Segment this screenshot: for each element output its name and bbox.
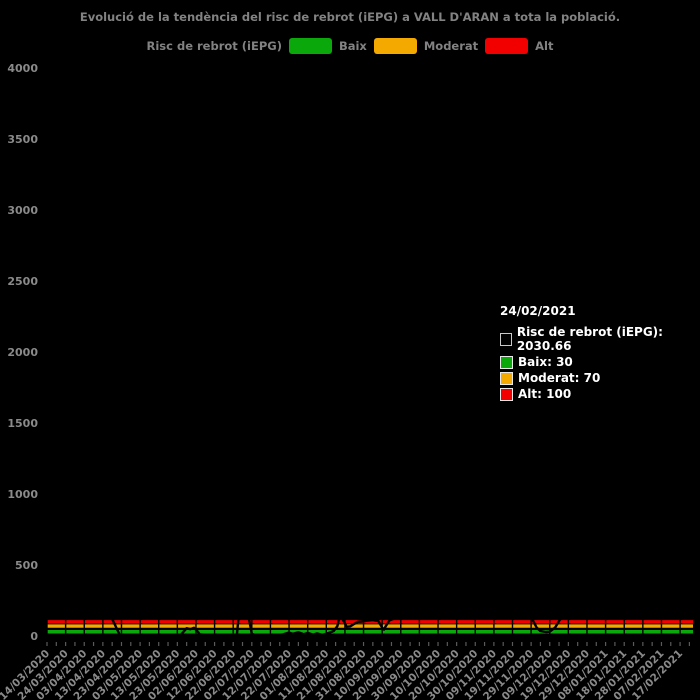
- tooltip-value-3: Alt: 100: [518, 387, 572, 401]
- risc-rebrot-series-line: [45, 346, 695, 637]
- y-tick-label-0: 0: [30, 630, 38, 643]
- legend-series-label: Risc de rebrot (iEPG): [146, 39, 282, 53]
- tooltip-row-3: Alt: 100: [500, 387, 700, 401]
- tooltip-row-0: Risc de rebrot (iEPG): 2030.66: [500, 325, 700, 353]
- legend-swatch-baix: [288, 38, 332, 54]
- y-tick-label-1000: 1000: [7, 488, 38, 501]
- legend-label-baix: Baix: [338, 39, 367, 53]
- tooltip-row-2: Moderat: 70: [500, 371, 700, 385]
- chart-title: Evolució de la tendència del risc de reb…: [79, 10, 621, 24]
- y-tick-label-3500: 3500: [7, 133, 38, 146]
- legend-label-moderat: Moderat: [423, 39, 479, 53]
- tooltip-swatch-3: [500, 387, 513, 401]
- legend-swatch-alt: [485, 38, 529, 54]
- tooltip-value-2: Moderat: 70: [518, 371, 601, 385]
- tooltip-swatch-1: [500, 355, 513, 369]
- tooltip-swatch-0: [500, 332, 512, 346]
- y-tick-label-500: 500: [15, 559, 38, 572]
- tooltip-value-0: Risc de rebrot (iEPG): 2030.66: [516, 325, 663, 353]
- y-tick-label-1500: 1500: [7, 417, 38, 430]
- y-tick-label-2500: 2500: [7, 275, 38, 288]
- tooltip-row-1: Baix: 30: [500, 355, 700, 369]
- y-tick-label-2000: 2000: [7, 346, 38, 359]
- legend-label-alt: Alt: [535, 39, 554, 53]
- legend: Risc de rebrot (iEPG) Baix Moderat Alt: [0, 38, 700, 54]
- y-tick-label-4000: 4000: [7, 62, 38, 75]
- legend-swatch-moderat: [373, 38, 417, 54]
- hover-tooltip: 24/02/2021 Risc de rebrot (iEPG): 2030.6…: [500, 304, 700, 403]
- tooltip-date: 24/02/2021: [500, 304, 576, 318]
- y-tick-label-3000: 3000: [7, 204, 38, 217]
- tooltip-value-1: Baix: 30: [518, 355, 573, 369]
- tooltip-swatch-2: [500, 371, 513, 385]
